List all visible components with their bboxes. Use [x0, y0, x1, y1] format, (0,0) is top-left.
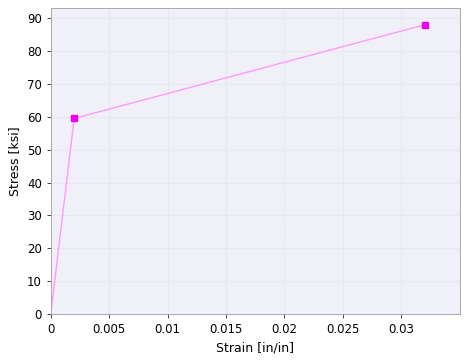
X-axis label: Strain [in/in]: Strain [in/in]	[216, 342, 294, 355]
Y-axis label: Stress [ksi]: Stress [ksi]	[8, 126, 22, 196]
